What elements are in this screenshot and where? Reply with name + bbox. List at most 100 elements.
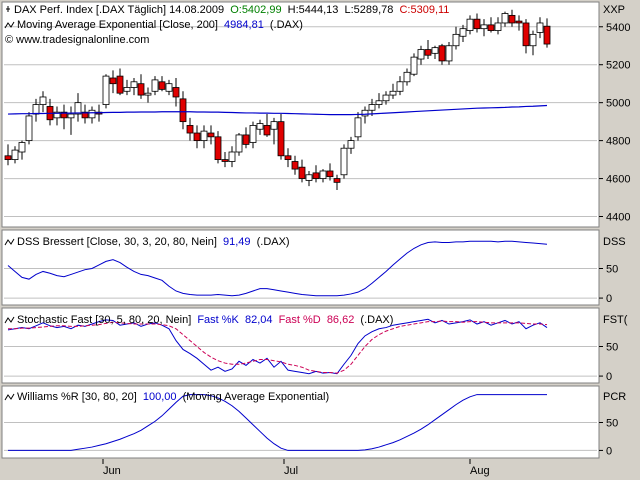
fast-d-value: 86,62 bbox=[327, 314, 355, 326]
price-axis-name: XXP bbox=[603, 4, 625, 16]
candle-body bbox=[445, 45, 453, 62]
candle-body bbox=[228, 151, 236, 162]
ma-suffix: (.DAX) bbox=[270, 19, 303, 31]
price-y-tick-label: 5200 bbox=[606, 60, 630, 72]
svg-text:DSS Bressert [Close, 30, 3, 20: DSS Bressert [Close, 30, 3, 20, 80, Nein… bbox=[17, 236, 290, 248]
candle-body bbox=[347, 140, 355, 149]
close-value: C:5309,11 bbox=[399, 4, 449, 16]
candle-body bbox=[501, 13, 509, 24]
dss-y-tick-label: 50 bbox=[606, 264, 618, 276]
candle-body bbox=[473, 18, 481, 30]
price-y-tick-label: 4600 bbox=[606, 174, 630, 186]
williams-label: Williams %R [30, 80, 20] bbox=[17, 391, 137, 403]
stochastic-legend: Stochastic Fast [30, 5, 80, 20, Nein] Fa… bbox=[4, 314, 393, 326]
dss-label: DSS Bressert [Close, 30, 3, 20, 80, Nein… bbox=[17, 236, 217, 248]
x-tick-label-jun: Jun bbox=[103, 465, 121, 477]
candle-body bbox=[508, 14, 516, 24]
candle-body bbox=[60, 111, 68, 119]
price-legend: DAX Perf. Index [.DAX Täglich] 14.08.200… bbox=[4, 4, 449, 46]
candle-body bbox=[235, 134, 243, 153]
dss-suffix: (.DAX) bbox=[257, 236, 290, 248]
candle-body bbox=[459, 28, 467, 37]
candle-body bbox=[130, 81, 138, 88]
candle-body bbox=[158, 81, 166, 90]
candle-body bbox=[522, 22, 530, 47]
candle-body bbox=[144, 92, 152, 96]
candle-body bbox=[207, 132, 215, 138]
candle-body bbox=[354, 117, 362, 138]
stochastic-series-line-0 bbox=[7, 318, 548, 375]
candle-body bbox=[270, 121, 278, 130]
williams-series-line-0 bbox=[8, 394, 547, 451]
candle-body bbox=[11, 149, 19, 160]
candle-body bbox=[165, 83, 173, 92]
price-y-tick-label: 4800 bbox=[606, 136, 630, 148]
stochastic-y-tick-label: 0 bbox=[606, 371, 612, 383]
candle-body bbox=[221, 159, 229, 162]
candle-body bbox=[396, 81, 404, 92]
candle-body bbox=[319, 170, 327, 179]
candle-body bbox=[417, 49, 425, 60]
candle-body bbox=[312, 172, 320, 179]
candle-body bbox=[452, 33, 460, 47]
fast-k-value: 82,04 bbox=[245, 314, 273, 326]
candle-body bbox=[67, 113, 75, 119]
candle-body bbox=[340, 147, 348, 176]
candle-body bbox=[200, 130, 208, 142]
candle-body bbox=[74, 102, 82, 115]
candle-body bbox=[494, 22, 502, 31]
candle-body bbox=[466, 18, 474, 31]
copyright-text: © www.tradesignalonline.com bbox=[5, 34, 149, 46]
moving-average-line bbox=[7, 104, 548, 116]
x-tick-label-aug: Aug bbox=[470, 465, 490, 477]
candle-body bbox=[326, 170, 334, 178]
ma-label: Moving Average Exponential [Close, 200] bbox=[17, 19, 218, 31]
stochastic-series-line-1 bbox=[8, 320, 548, 374]
svg-text:Stochastic Fast [30, 5, 80, 20: Stochastic Fast [30, 5, 80, 20, Nein] Fa… bbox=[17, 314, 393, 326]
stochastic-y-tick-label: 50 bbox=[606, 342, 618, 354]
candle-body bbox=[515, 20, 523, 24]
candle-body bbox=[242, 134, 250, 145]
candle-body bbox=[487, 24, 495, 31]
candle-body bbox=[403, 71, 411, 83]
line-icon bbox=[4, 393, 15, 401]
candle-body bbox=[179, 98, 187, 123]
x-tick-label-jul: Jul bbox=[284, 465, 298, 477]
svg-text:Williams %R [30, 80, 20]: Williams %R [30, 80, 20] 100,00 (Moving … bbox=[17, 391, 329, 403]
dss-panel bbox=[1, 229, 600, 306]
fast-k-label: Fast %K bbox=[197, 314, 239, 326]
candle-body bbox=[431, 47, 439, 54]
stochastic-label: Stochastic Fast [30, 5, 80, 20, Nein] bbox=[17, 314, 191, 326]
candlestick-icon bbox=[6, 6, 10, 12]
dss-series-line-0 bbox=[7, 240, 548, 297]
candle-body bbox=[123, 87, 131, 92]
price-panel bbox=[1, 1, 600, 228]
candle-body bbox=[438, 45, 446, 62]
williams-y-tick-label: 0 bbox=[606, 445, 612, 457]
price-y-tick-label: 5400 bbox=[606, 22, 630, 34]
dss-axis-name: DSS bbox=[603, 236, 626, 248]
svg-text:Moving Average Exponential [Cl: Moving Average Exponential [Close, 200] … bbox=[17, 19, 303, 31]
candle-body bbox=[536, 22, 544, 33]
williams-value: 100,00 bbox=[143, 391, 177, 403]
candle-body bbox=[256, 123, 264, 130]
candle-body bbox=[4, 155, 12, 160]
stochastic-panel bbox=[1, 307, 600, 384]
candle-body bbox=[214, 136, 222, 160]
candle-body bbox=[137, 83, 145, 96]
candle-body bbox=[298, 166, 306, 179]
candle-body bbox=[284, 155, 292, 160]
williams-suffix: (Moving Average Exponential) bbox=[183, 391, 330, 403]
dss-legend: DSS Bressert [Close, 30, 3, 20, 80, Nein… bbox=[4, 236, 290, 248]
price-title: DAX Perf. Index [.DAX Täglich] 14.08.200… bbox=[14, 4, 224, 16]
stochastic-suffix: (.DAX) bbox=[360, 314, 393, 326]
line-icon bbox=[4, 316, 15, 324]
candle-body bbox=[172, 87, 180, 98]
candle-body bbox=[375, 100, 383, 105]
candle-body bbox=[39, 96, 47, 105]
candle-body bbox=[263, 125, 271, 136]
candle-body bbox=[102, 75, 110, 105]
ma-value: 4984,81 bbox=[224, 19, 264, 31]
candle-body bbox=[305, 174, 313, 181]
candle-body bbox=[424, 49, 432, 56]
